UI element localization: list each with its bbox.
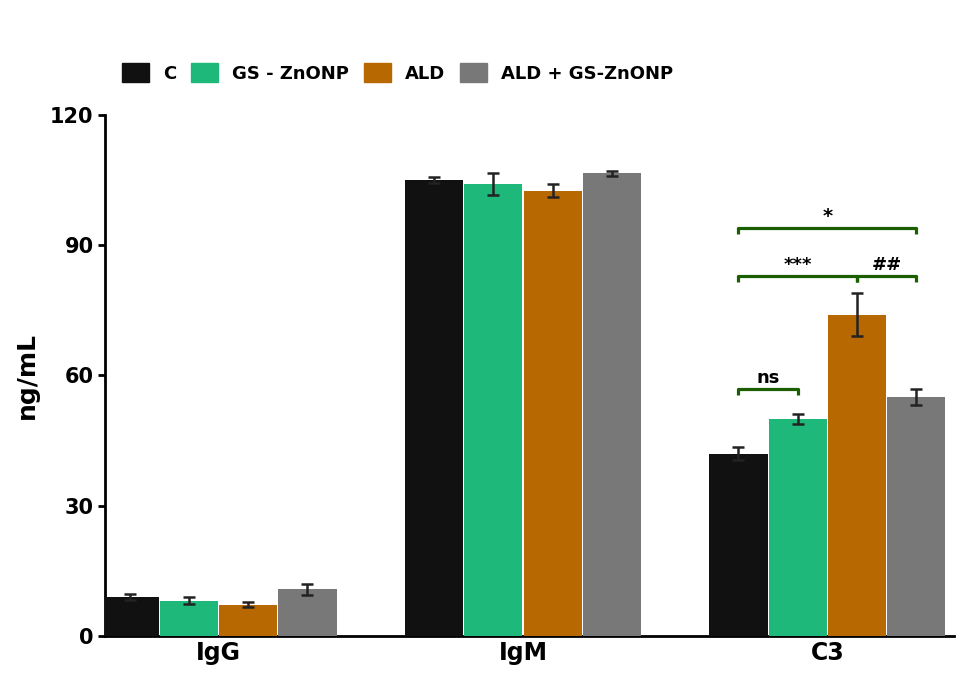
Bar [464, 184, 522, 636]
Bar [828, 315, 886, 636]
Text: ##: ## [871, 256, 902, 274]
Text: ns: ns [757, 369, 780, 387]
Bar [888, 397, 946, 636]
Bar [709, 454, 767, 636]
Bar [278, 590, 336, 636]
Legend: C, GS - ZnONP, ALD, ALD + GS-ZnONP: C, GS - ZnONP, ALD, ALD + GS-ZnONP [114, 56, 681, 90]
Text: *: * [823, 207, 832, 226]
Bar [768, 419, 827, 636]
Bar [523, 191, 581, 636]
Bar [405, 180, 463, 636]
Y-axis label: ng/mL: ng/mL [15, 332, 39, 419]
Bar [582, 173, 641, 636]
Bar [160, 600, 218, 636]
Bar [219, 605, 277, 636]
Bar [101, 597, 159, 636]
Text: ***: *** [784, 256, 812, 274]
